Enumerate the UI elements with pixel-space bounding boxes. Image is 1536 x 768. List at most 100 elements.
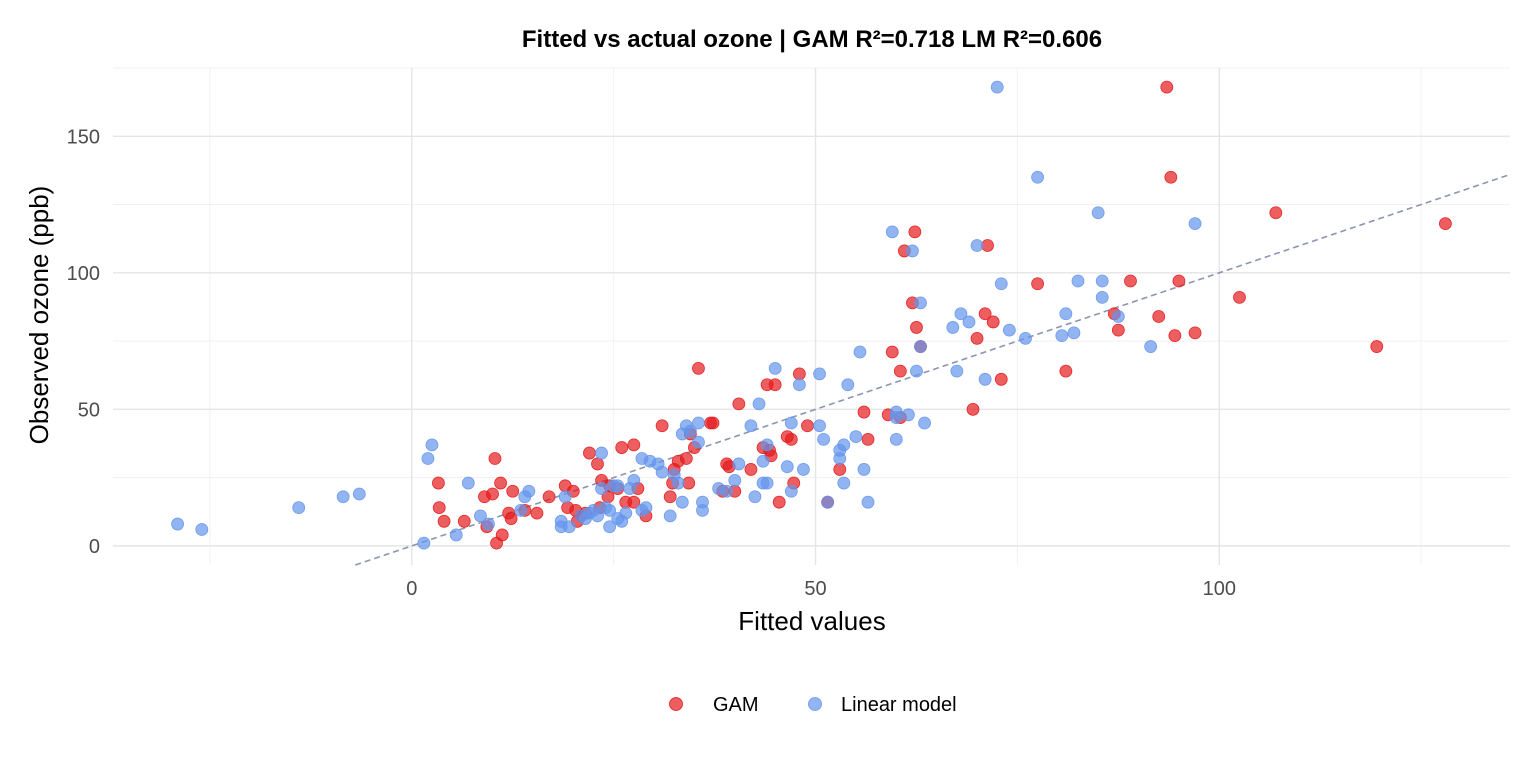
data-point (619, 506, 633, 520)
data-point (885, 345, 899, 359)
legend-key-linear-model (808, 697, 822, 711)
minor-grid (113, 67, 1510, 565)
data-point (595, 482, 608, 495)
data-point (457, 514, 471, 528)
legend-label-linear-model: Linear model (841, 694, 957, 716)
data-point (1059, 307, 1073, 321)
legend-item-linear-model: Linear model (808, 694, 957, 716)
data-point (908, 225, 922, 239)
data-point (1095, 290, 1109, 304)
data-point (732, 397, 746, 411)
data-point (692, 361, 705, 375)
data-point (1168, 329, 1182, 343)
data-point (1071, 274, 1085, 288)
data-point (954, 307, 968, 321)
points-layer (171, 80, 1452, 550)
data-point (627, 438, 641, 452)
x-tick-label: 50 (804, 578, 826, 600)
data-point (837, 438, 851, 452)
data-point (706, 416, 720, 430)
data-point (990, 80, 1004, 94)
data-point (437, 514, 451, 528)
data-point (558, 490, 572, 504)
data-point (784, 484, 798, 498)
data-point (494, 476, 508, 490)
data-point (336, 490, 350, 504)
data-point (857, 405, 871, 419)
data-point (683, 424, 697, 438)
major-grid (113, 68, 1510, 565)
data-point (978, 307, 992, 321)
data-point (679, 452, 693, 465)
data-point (1233, 290, 1246, 304)
data-point (530, 506, 544, 520)
data-point (994, 372, 1008, 386)
data-point (732, 457, 746, 471)
data-point (1111, 310, 1125, 323)
data-point (849, 430, 863, 444)
data-point (821, 495, 835, 509)
data-point (696, 495, 709, 509)
data-point (542, 490, 556, 504)
chart-title: Fitted vs actual ozone | GAM R²=0.718 LM… (522, 26, 1102, 53)
data-point (889, 432, 903, 446)
data-point (889, 411, 903, 424)
data-point (756, 454, 770, 468)
data-point (417, 536, 431, 550)
data-point (639, 501, 653, 515)
data-point (813, 419, 826, 433)
data-point (583, 446, 596, 460)
data-point (663, 490, 677, 504)
data-point (784, 432, 798, 446)
data-point (772, 495, 786, 509)
data-point (671, 476, 685, 490)
data-point (768, 378, 782, 392)
data-point (970, 331, 984, 345)
data-point (1438, 217, 1452, 231)
data-point (627, 495, 641, 509)
data-point (1124, 274, 1137, 288)
data-point (482, 517, 495, 531)
data-point (760, 476, 774, 490)
data-point (950, 364, 964, 378)
data-point (817, 432, 831, 446)
x-tick-label: 100 (1203, 578, 1236, 600)
data-point (461, 476, 475, 490)
data-point (853, 345, 867, 359)
data-point (748, 490, 762, 504)
data-point (914, 296, 927, 310)
data-point (195, 523, 209, 536)
x-tick-label: 0 (406, 578, 417, 600)
data-point (591, 457, 604, 471)
y-tick-label: 150 (67, 126, 100, 148)
legend-label-gam: GAM (713, 694, 759, 716)
data-point (885, 225, 899, 239)
data-point (1144, 340, 1158, 353)
x-axis-title: Fitted values (738, 606, 885, 636)
data-point (432, 476, 445, 490)
tick-labels: 0 50 100 0 50 100 150 (67, 126, 1236, 600)
data-point (474, 509, 487, 523)
data-point (504, 512, 518, 525)
data-point (675, 495, 689, 509)
data-point (861, 432, 875, 446)
data-point (946, 321, 960, 334)
data-point (1188, 326, 1202, 340)
data-point (978, 372, 992, 386)
data-point (488, 452, 502, 465)
data-point (421, 452, 435, 465)
data-point (813, 367, 826, 381)
data-point (611, 479, 625, 493)
data-point (663, 509, 677, 523)
series-gam (432, 80, 1452, 550)
data-point (728, 473, 742, 487)
data-point (744, 463, 758, 476)
legend: GAM Linear model (669, 694, 957, 716)
data-point (1055, 329, 1069, 343)
data-point (857, 463, 871, 476)
data-point (1002, 323, 1016, 337)
data-point (1152, 310, 1166, 323)
data-point (784, 416, 798, 430)
data-point (425, 438, 439, 452)
